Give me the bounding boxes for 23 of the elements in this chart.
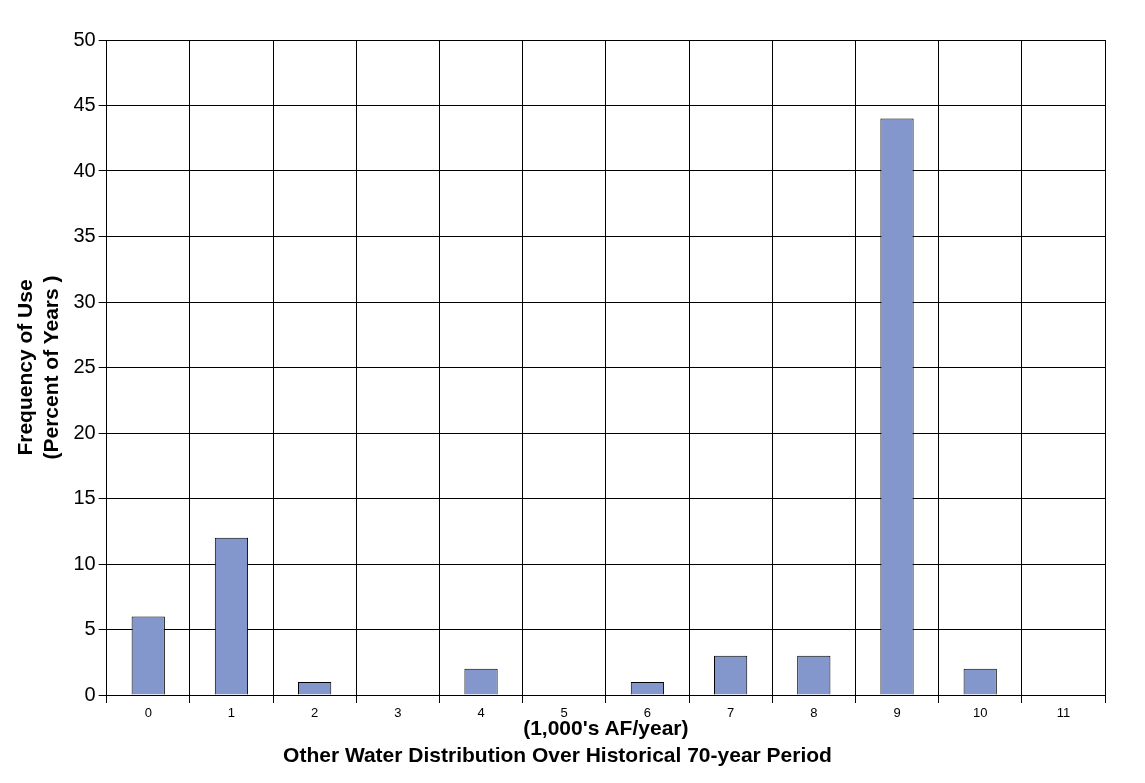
y-tick-label: 30 xyxy=(73,289,96,312)
x-tick-label: 3 xyxy=(394,705,402,721)
y-axis-title: Frequency of Use (Percent of Years ) xyxy=(13,275,62,460)
y-tick-label: 45 xyxy=(73,93,96,116)
x-tick-label: 9 xyxy=(893,705,901,721)
y-tick-label: 10 xyxy=(73,551,96,574)
x-tick-label: 0 xyxy=(144,705,152,721)
x-tick-label: 11 xyxy=(1056,705,1071,721)
y-tick-label: 0 xyxy=(84,682,96,705)
x-tick-label: 7 xyxy=(727,705,735,721)
y-tick-label: 50 xyxy=(73,27,96,50)
x-tick-label: 4 xyxy=(477,705,485,721)
y-tick-label: 15 xyxy=(73,486,96,509)
x-tick-label: 8 xyxy=(810,705,818,721)
x-tick-label: 2 xyxy=(311,705,319,721)
x-tick-label: 10 xyxy=(972,705,988,721)
x-tick-label: 1 xyxy=(227,705,236,721)
text: Other Water Distribution Over Historical 70-year Period xyxy=(283,743,832,767)
y-tick-label: 35 xyxy=(73,224,96,247)
y-tick-label: 5 xyxy=(84,617,96,640)
y-tick-label: 40 xyxy=(73,158,96,181)
y-tick-label: 25 xyxy=(73,355,96,378)
y-tick-label: 20 xyxy=(73,420,96,443)
